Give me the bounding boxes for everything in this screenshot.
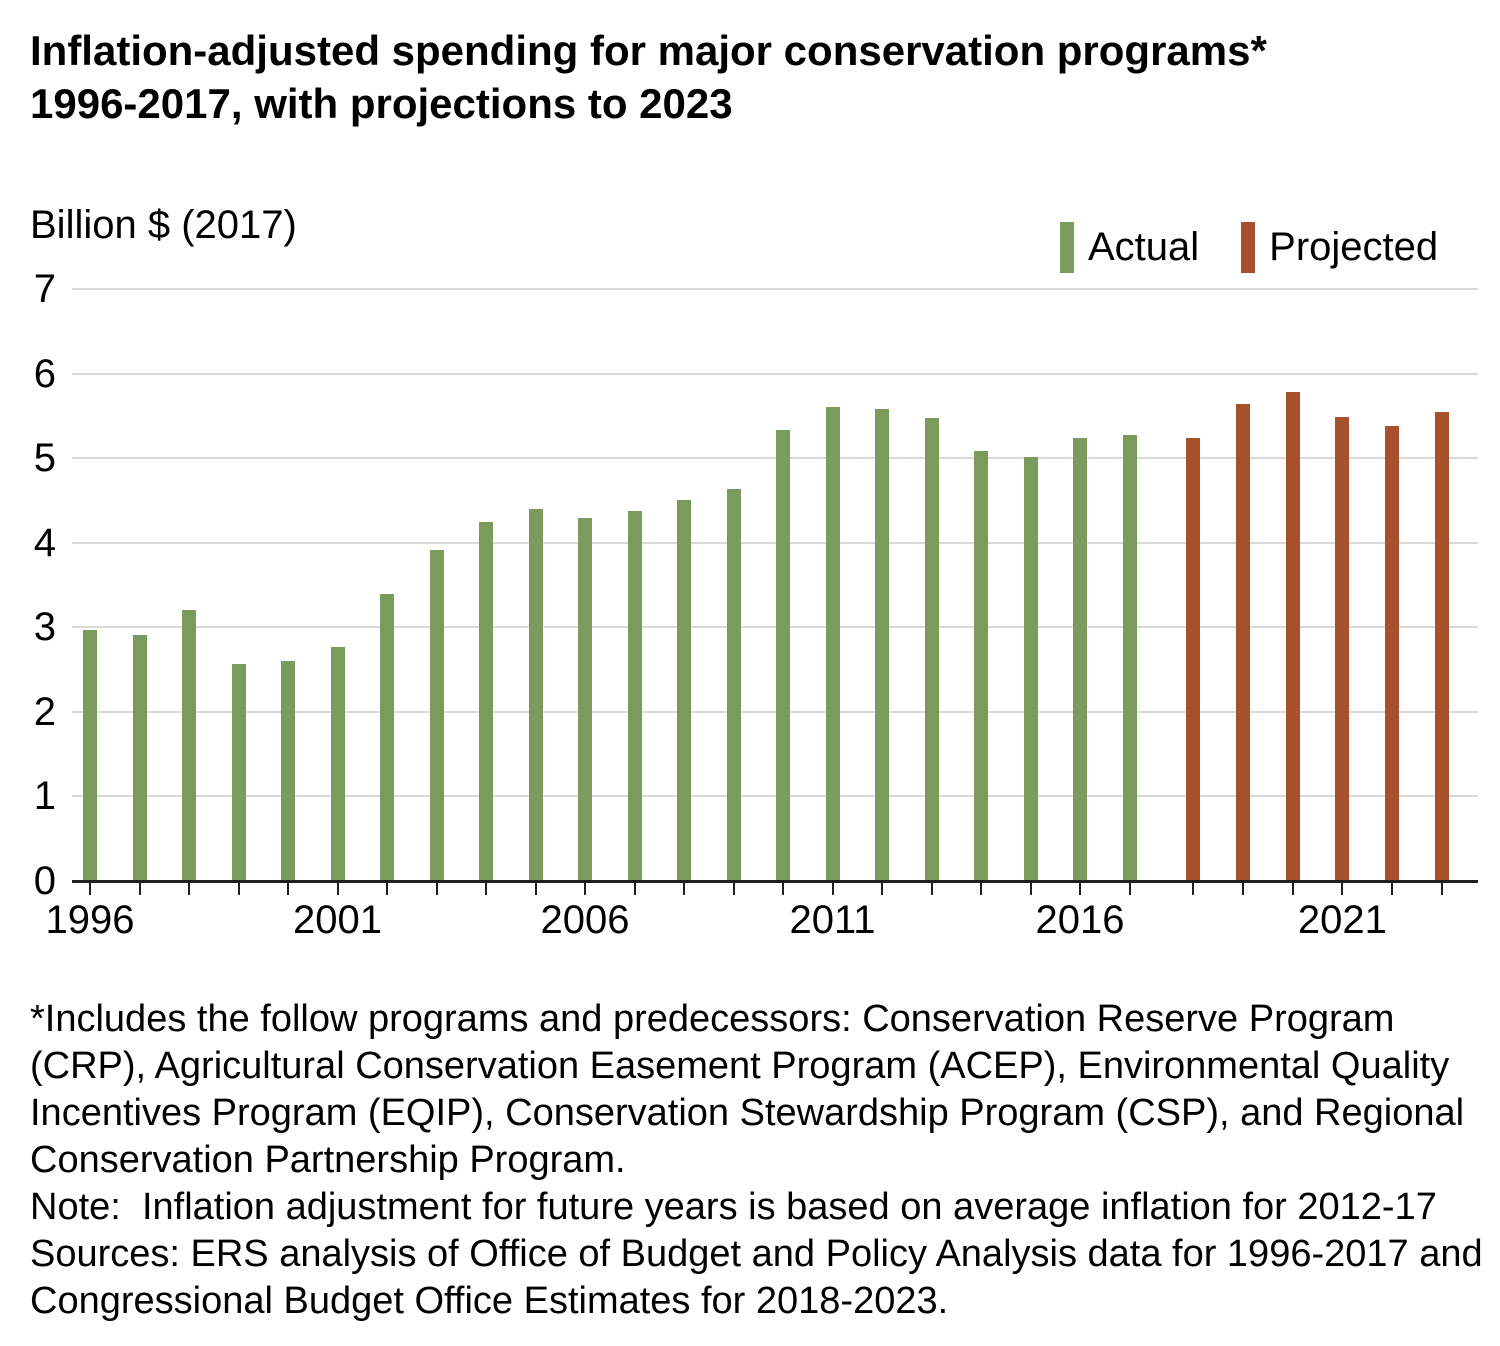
chart-title-line1: Inflation-adjusted spending for major co…: [30, 27, 1267, 74]
x-tick-2007: [633, 883, 636, 895]
x-tick-label-1996: 1996: [45, 898, 135, 942]
x-tick-2018: [1192, 883, 1194, 895]
bar-2018: [1186, 437, 1200, 881]
bar-2007: [627, 510, 642, 881]
bar-2005: [528, 508, 543, 881]
legend-item-projected: Projected: [1241, 222, 1438, 273]
x-tick-label-2021: 2021: [1297, 898, 1387, 942]
x-axis-line: [72, 880, 1478, 883]
chart-title: Inflation-adjusted spending for major co…: [30, 24, 1267, 130]
y-tick-label-2: 2: [33, 689, 56, 734]
x-tick-label-2016: 2016: [1035, 898, 1125, 942]
bar-1999: [231, 663, 246, 881]
bar-2021: [1335, 416, 1350, 881]
x-tick-2019: [1241, 883, 1244, 895]
x-tick-1998: [188, 883, 190, 895]
footnote: *Includes the follow programs and predec…: [30, 996, 1488, 1325]
bar-2019: [1235, 404, 1250, 881]
legend-label-actual: Actual: [1088, 225, 1200, 269]
x-tick-2012: [881, 883, 883, 895]
legend-swatch-projected: [1241, 222, 1256, 273]
x-tick-2023: [1441, 883, 1443, 895]
bar-1998: [182, 610, 196, 881]
bar-2006: [578, 518, 592, 881]
gridline-1: [72, 795, 1478, 798]
gridline-7: [72, 288, 1478, 290]
x-tick-2005: [534, 883, 537, 895]
gridline-5: [72, 457, 1478, 460]
gridline-6: [72, 372, 1478, 375]
bar-2015: [1023, 457, 1038, 881]
x-tick-2004: [485, 883, 487, 895]
x-tick-2021: [1341, 883, 1344, 895]
y-tick-label-0: 0: [33, 859, 56, 903]
x-tick-2009: [732, 883, 735, 895]
y-tick-label-6: 6: [33, 351, 56, 396]
bar-2023: [1435, 412, 1449, 881]
y-tick-label-4: 4: [33, 520, 56, 565]
x-tick-2014: [980, 883, 982, 895]
x-tick-label-2006: 2006: [540, 898, 630, 942]
bar-2008: [677, 500, 691, 881]
gridline-4: [72, 541, 1478, 544]
footnote-programs: *Includes the follow programs and predec…: [30, 998, 1475, 1181]
x-tick-2020: [1291, 883, 1294, 895]
x-tick-2002: [386, 883, 388, 895]
y-axis-title: Billion $ (2017): [30, 203, 297, 247]
bar-2013: [924, 418, 939, 881]
x-tick-1997: [138, 883, 141, 895]
x-tick-label-2011: 2011: [789, 898, 876, 942]
x-tick-2016: [1079, 883, 1081, 895]
y-tick-label-1: 1: [33, 774, 56, 819]
bar-2009: [726, 489, 741, 881]
bar-2010: [776, 430, 790, 881]
bar-2011: [825, 407, 840, 881]
x-tick-2022: [1391, 883, 1394, 895]
y-tick-label-7: 7: [33, 267, 56, 311]
legend-label-projected: Projected: [1269, 225, 1439, 269]
x-tick-2008: [683, 883, 685, 895]
x-tick-1996: [89, 883, 91, 895]
bar-2000: [281, 661, 295, 881]
bar-2002: [380, 594, 394, 881]
footnote-sources: Sources: ERS analysis of Office of Budge…: [30, 1233, 1494, 1322]
x-tick-1999: [237, 883, 240, 895]
gridline-3: [72, 626, 1478, 629]
bar-1996: [83, 629, 97, 881]
bar-2003: [429, 550, 444, 881]
x-tick-2003: [435, 883, 438, 895]
y-tick-label-3: 3: [33, 605, 56, 650]
bar-2001: [330, 646, 345, 881]
x-tick-2006: [584, 883, 586, 895]
plot-area: 0 1 2 3 4 5 6 7 1996 2001 2006 2011 2016 2021: [34, 267, 1478, 942]
x-tick-2000: [287, 883, 289, 895]
bar-2004: [479, 522, 493, 881]
bar-2014: [974, 450, 988, 881]
x-tick-2010: [782, 883, 784, 895]
x-tick-2001: [336, 883, 339, 895]
chart-title-line2: 1996-2017, with projections to 2023: [30, 80, 733, 127]
x-tick-2015: [1029, 883, 1032, 895]
bar-2012: [875, 409, 889, 881]
gridline-2: [72, 710, 1478, 713]
x-tick-2017: [1128, 883, 1131, 895]
x-tick-2011: [831, 883, 834, 895]
footnote-note: Note: Inflation adjustment for future ye…: [30, 1186, 1437, 1228]
x-tick-2013: [930, 883, 933, 895]
bar-2017: [1122, 435, 1137, 881]
bar-2022: [1385, 426, 1400, 881]
legend-swatch-actual: [1060, 222, 1074, 273]
bar-2020: [1285, 392, 1300, 881]
bar-1997: [132, 634, 147, 881]
legend-item-actual: Actual: [1060, 222, 1199, 273]
bar-2016: [1073, 437, 1087, 881]
legend: Actual Projected: [1060, 222, 1438, 273]
x-tick-label-2001: 2001: [293, 898, 382, 942]
y-tick-label-5: 5: [33, 436, 56, 481]
